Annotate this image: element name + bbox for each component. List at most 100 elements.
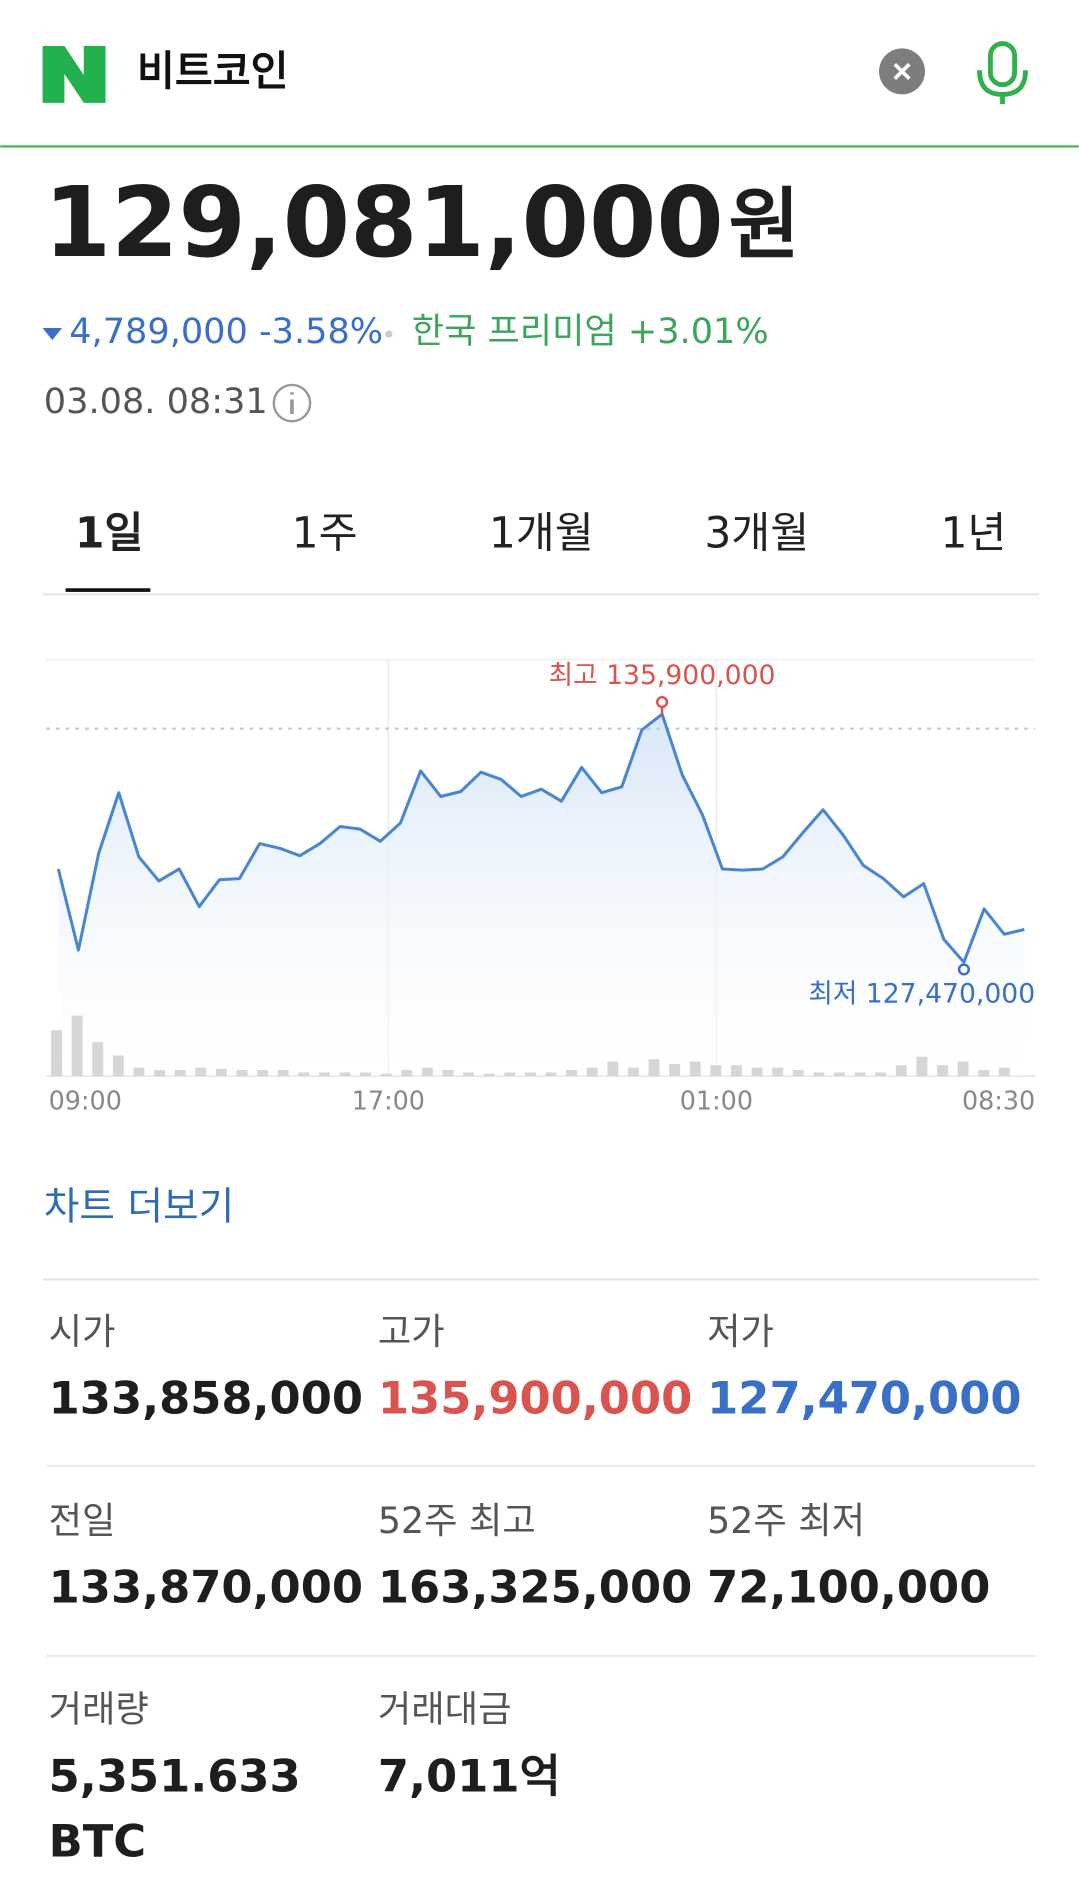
volume-bar	[834, 1072, 845, 1077]
low-marker	[957, 963, 970, 976]
tab-bar: 1일 1주 1개월 3개월 1년	[65, 509, 1006, 592]
volume-bar	[51, 1030, 62, 1077]
tab-underline	[65, 588, 151, 592]
volume-bar	[442, 1070, 454, 1077]
stat-value-line: 135,900,000	[378, 1372, 692, 1425]
volume-bar	[215, 1068, 227, 1077]
high-marker	[656, 695, 669, 709]
stat-label: 시가	[49, 1310, 116, 1353]
volume-bar	[92, 1042, 104, 1077]
volume-bar	[916, 1056, 928, 1077]
clear-x	[893, 62, 911, 80]
price-area	[58, 714, 1025, 1077]
timestamp: 03.08. 08:31	[44, 381, 268, 422]
stat-value: 163,325,000	[378, 1561, 692, 1614]
stat-value: 7,011억	[378, 1749, 561, 1802]
separator-dot	[385, 330, 393, 338]
volume-bar	[277, 1070, 289, 1077]
volume-bar	[751, 1067, 763, 1077]
x-tick-label: 17:00	[352, 1086, 425, 1116]
volume-bar	[298, 1072, 310, 1077]
tab[interactable]: 1년	[940, 509, 1006, 558]
stats-grid: 시가 133,858,000 고가 135,900,000 저가 127,470,000 전…	[49, 1310, 1022, 1868]
price-line	[56, 712, 1025, 964]
volume-bar	[875, 1072, 887, 1077]
info-icon[interactable]	[272, 383, 312, 423]
volume-bar	[380, 1073, 392, 1077]
volume-bar	[978, 1070, 990, 1077]
price-unit: 원	[729, 180, 800, 270]
volume-bar	[895, 1065, 907, 1077]
high-label: 최고 135,900,000	[549, 660, 776, 691]
volume-bar	[937, 1065, 948, 1077]
stat-label: 고가	[378, 1310, 445, 1353]
price-change: 4,789,000 -3.58%	[69, 311, 383, 352]
volume-bar	[545, 1072, 557, 1077]
volume-bar	[483, 1073, 495, 1077]
volume-bar	[710, 1065, 722, 1077]
price-chart: 09:00 17:00 01:00 08:30 최고 135,900,000 최저 127…	[46, 658, 1036, 1116]
tab[interactable]: 3개월	[704, 509, 809, 558]
volume-bar	[998, 1067, 1010, 1077]
volume-bar	[648, 1059, 660, 1077]
volume-bar	[236, 1070, 248, 1077]
price-value: 129,081,000	[44, 166, 724, 279]
volume-bar	[154, 1070, 165, 1077]
volume-bar	[463, 1072, 475, 1077]
stat-value: 72,100,000	[707, 1561, 990, 1614]
volume-bar	[318, 1072, 330, 1077]
stat-label: 전일	[49, 1499, 116, 1542]
volume-bar	[669, 1063, 681, 1077]
tab[interactable]: 1개월	[489, 509, 594, 558]
more-chart-link[interactable]: 차트 더보기	[44, 1185, 234, 1230]
stat-value: 133,870,000	[49, 1561, 363, 1614]
down-arrow	[42, 328, 62, 341]
volume-bar	[195, 1067, 207, 1077]
low-label: 최저 127,470,000	[808, 978, 1035, 1009]
info-circle	[272, 383, 312, 423]
price: 129,081,000원	[44, 166, 800, 279]
stat-value-line: 127,470,000	[707, 1372, 1021, 1425]
stat-label: 저가	[707, 1310, 774, 1353]
volume-bar	[957, 1061, 969, 1077]
mic-stand	[977, 70, 1028, 105]
x-tick-label: 09:00	[49, 1086, 122, 1116]
stat-value-line: 163,325,000	[378, 1561, 692, 1614]
x-tick-label: 08:30	[962, 1086, 1035, 1116]
search-query[interactable]: 비트코인	[137, 47, 288, 95]
tab[interactable]: 1주	[292, 509, 358, 558]
volume-bar	[689, 1061, 701, 1077]
stat-value-line: 133,870,000	[49, 1561, 363, 1614]
mic-body	[987, 41, 1018, 88]
stat-label: 거래량	[49, 1688, 149, 1731]
volume-bar	[627, 1067, 639, 1077]
volume-bar	[792, 1070, 804, 1077]
volume-bar	[504, 1072, 516, 1077]
stat-label: 52주 최저	[707, 1499, 865, 1542]
korea-premium: 한국 프리미엄 +3.01%	[412, 311, 769, 352]
stat-value: 135,900,000	[378, 1372, 692, 1425]
stat-value-line: 133,858,000	[49, 1372, 363, 1425]
volume-bar	[360, 1072, 372, 1077]
volume-bar	[421, 1067, 433, 1077]
volume-bar	[112, 1055, 124, 1077]
stat-value: 5,351.633 BTC	[49, 1749, 301, 1867]
volume-bar	[524, 1072, 536, 1077]
volume-bar	[566, 1070, 578, 1077]
tab[interactable]: 1일	[75, 509, 143, 558]
volume-bar	[854, 1072, 866, 1077]
stat-label: 52주 최고	[378, 1499, 536, 1542]
stat-value: 133,858,000	[49, 1372, 363, 1425]
clear-button[interactable]	[879, 48, 926, 95]
stat-label: 거래대금	[378, 1688, 512, 1731]
volume-bar	[174, 1070, 186, 1077]
volume-bar	[586, 1067, 598, 1077]
naver-logo[interactable]	[42, 45, 106, 103]
mic-button[interactable]	[977, 41, 1028, 105]
stat-value-line: BTC	[49, 1815, 147, 1868]
x-tick-label: 01:00	[680, 1086, 753, 1116]
volume-bar	[133, 1067, 145, 1077]
volume-bar	[607, 1061, 619, 1077]
